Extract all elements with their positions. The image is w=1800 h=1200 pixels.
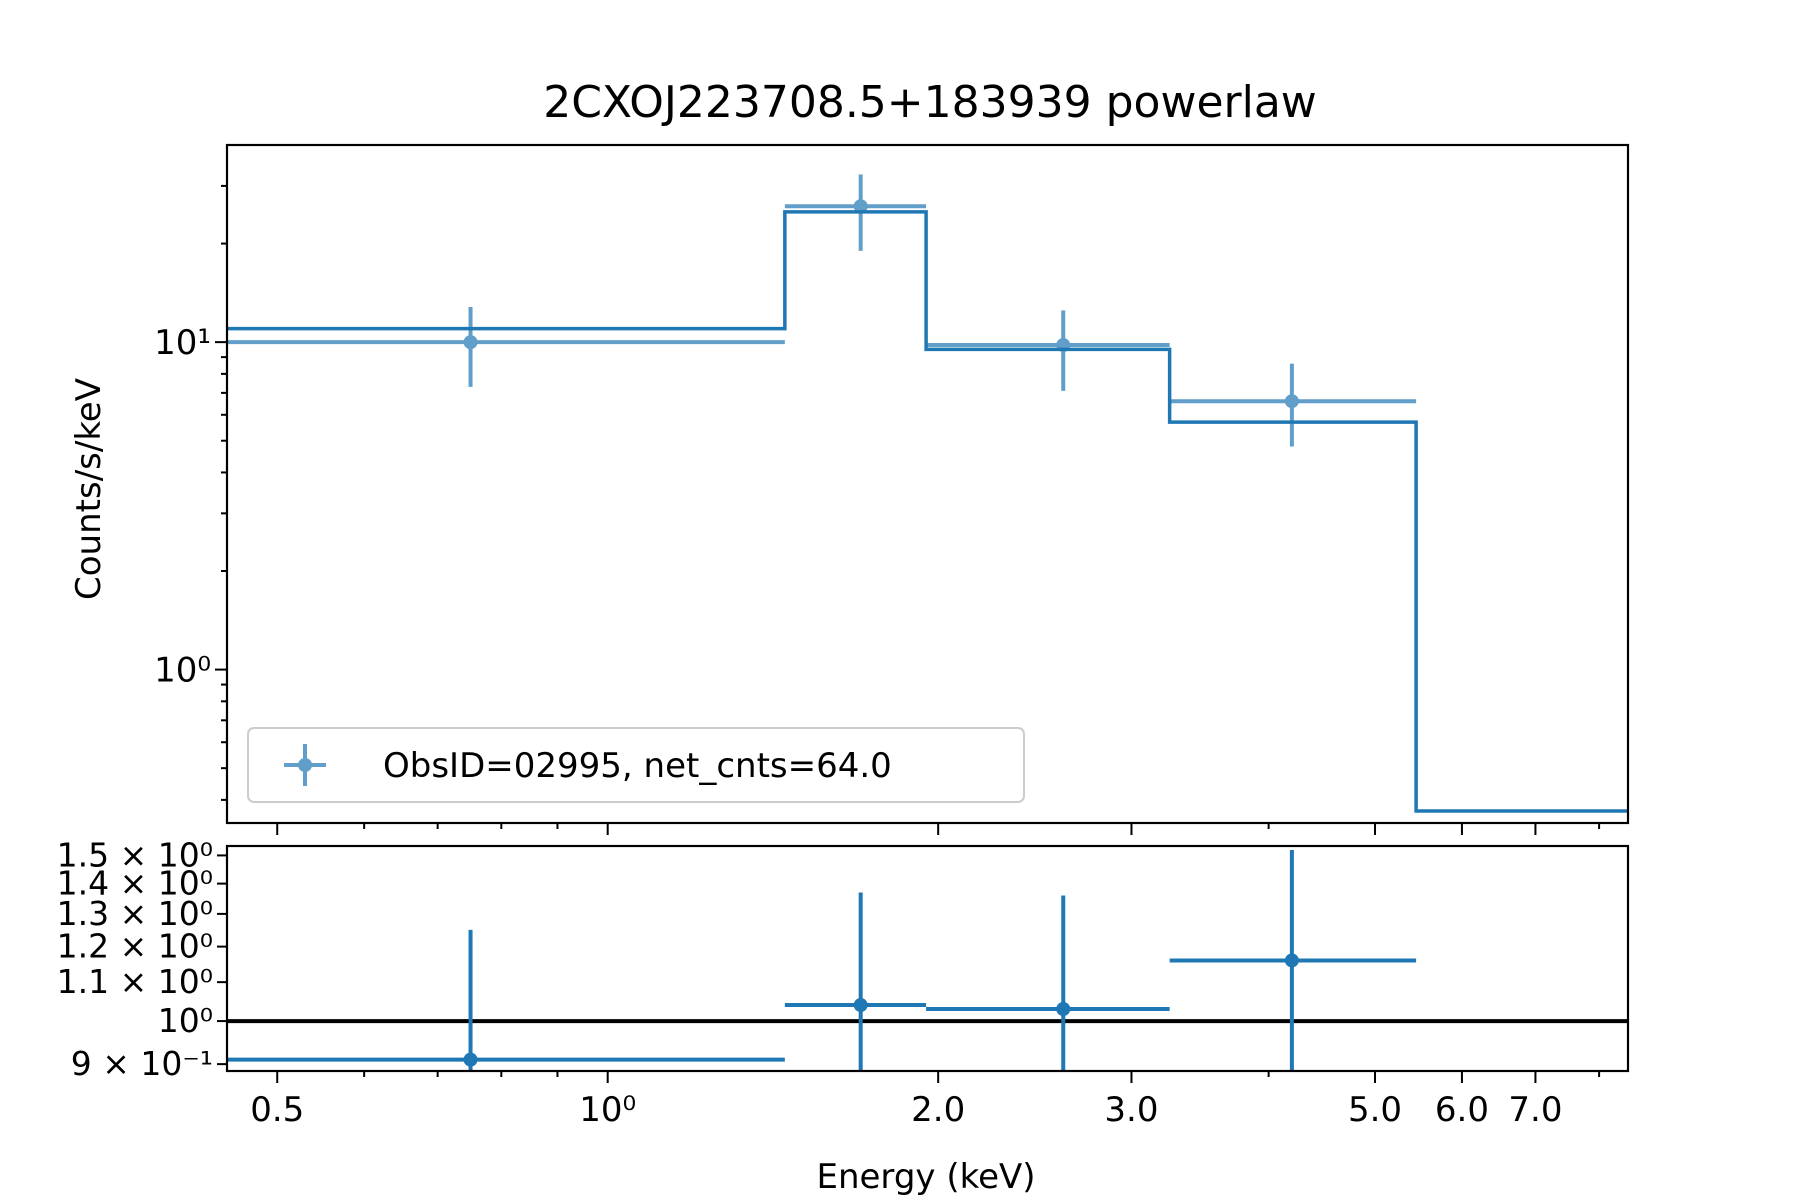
data-point-marker [853, 199, 868, 214]
x-tick-label: 6.0 [1435, 1090, 1489, 1130]
x-tick-label: 0.5 [250, 1090, 304, 1130]
ratio-point [227, 929, 785, 1071]
legend: ObsID=02995, net_cnts=64.0 [247, 727, 1025, 803]
legend-label: ObsID=02995, net_cnts=64.0 [383, 746, 892, 786]
ratio-point-marker [1284, 953, 1299, 968]
data-point-marker [463, 335, 478, 350]
top-y-tick-label: 10⁰ [154, 651, 211, 691]
ratio-point-marker [463, 1052, 478, 1067]
x-axis-label: Energy (keV) [816, 1157, 1035, 1197]
chart-title: 2CXOJ223708.5+183939 powerlaw [543, 77, 1317, 128]
ratio-point [784, 892, 927, 1071]
ratio-point [1169, 850, 1417, 1071]
ratio-point-marker [853, 998, 868, 1013]
legend-box [247, 727, 1025, 803]
data-point [926, 310, 1170, 391]
bottom-y-tick-label: 1.3 × 10⁰ [57, 894, 213, 933]
ratio-point [926, 895, 1170, 1071]
bottom-y-tick-label: 10⁰ [158, 1001, 213, 1040]
bottom-y-tick-label: 1.5 × 10⁰ [57, 835, 213, 874]
legend-marker-dot [298, 758, 312, 772]
x-tick-label: 5.0 [1348, 1090, 1402, 1130]
data-point [1169, 363, 1417, 447]
data-point-marker [1284, 394, 1299, 409]
top-plot-area [227, 174, 1628, 813]
top-y-tick-label: 10¹ [154, 323, 211, 363]
model-step-line [227, 210, 1628, 813]
x-tick-label: 3.0 [1104, 1090, 1158, 1130]
legend-marker [284, 744, 326, 786]
y-axis-label: Counts/s/keV [69, 378, 109, 600]
bottom-y-tick-label: 1.4 × 10⁰ [57, 864, 213, 903]
data-point [227, 307, 785, 387]
top-panel-frame [225, 143, 1630, 825]
bottom-plot-area [227, 850, 1628, 1071]
x-tick-label: 2.0 [911, 1090, 965, 1130]
bottom-y-tick-label: 1.1 × 10⁰ [57, 962, 213, 1001]
ratio-point-marker [1056, 1002, 1071, 1017]
bottom-y-tick-label: 9 × 10⁻¹ [71, 1044, 213, 1083]
x-tick-label: 10⁰ [579, 1090, 636, 1130]
bottom-y-tick-label: 1.2 × 10⁰ [57, 927, 213, 966]
data-point-marker [1056, 338, 1071, 353]
data-point [784, 174, 927, 251]
top-panel: 10⁰ 10¹ ObsID=02995, net_cnts=64.0 [154, 143, 1630, 835]
x-tick-label: 7.0 [1508, 1090, 1562, 1130]
bottom-panel-frame [225, 844, 1630, 1073]
